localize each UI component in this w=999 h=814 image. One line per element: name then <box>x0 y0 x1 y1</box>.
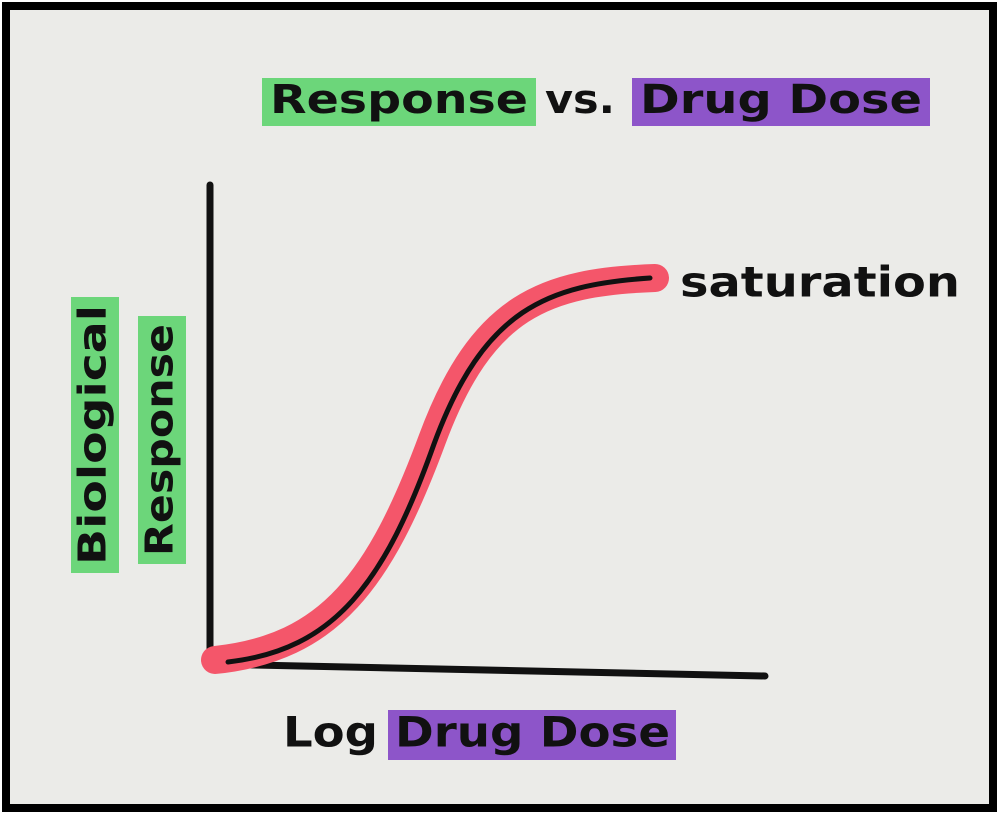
diagram: Response vs. Drug Dose Biological Respon… <box>0 0 999 814</box>
x-axis-label: Log <box>283 708 378 757</box>
y-axis-label: Biological <box>71 305 115 565</box>
title-part: vs. <box>545 77 615 123</box>
y-label-group: Biological <box>71 297 120 573</box>
page: {"title": {"parts": ["Response", "vs.", … <box>0 0 999 814</box>
y-axis-label: Response <box>138 324 182 556</box>
x-axis-label: Drug Dose <box>395 708 670 757</box>
annotation: saturation <box>680 258 960 307</box>
title-part: Response <box>270 77 528 123</box>
title-part: Drug Dose <box>640 77 922 123</box>
y-label-group: Response <box>138 316 187 564</box>
